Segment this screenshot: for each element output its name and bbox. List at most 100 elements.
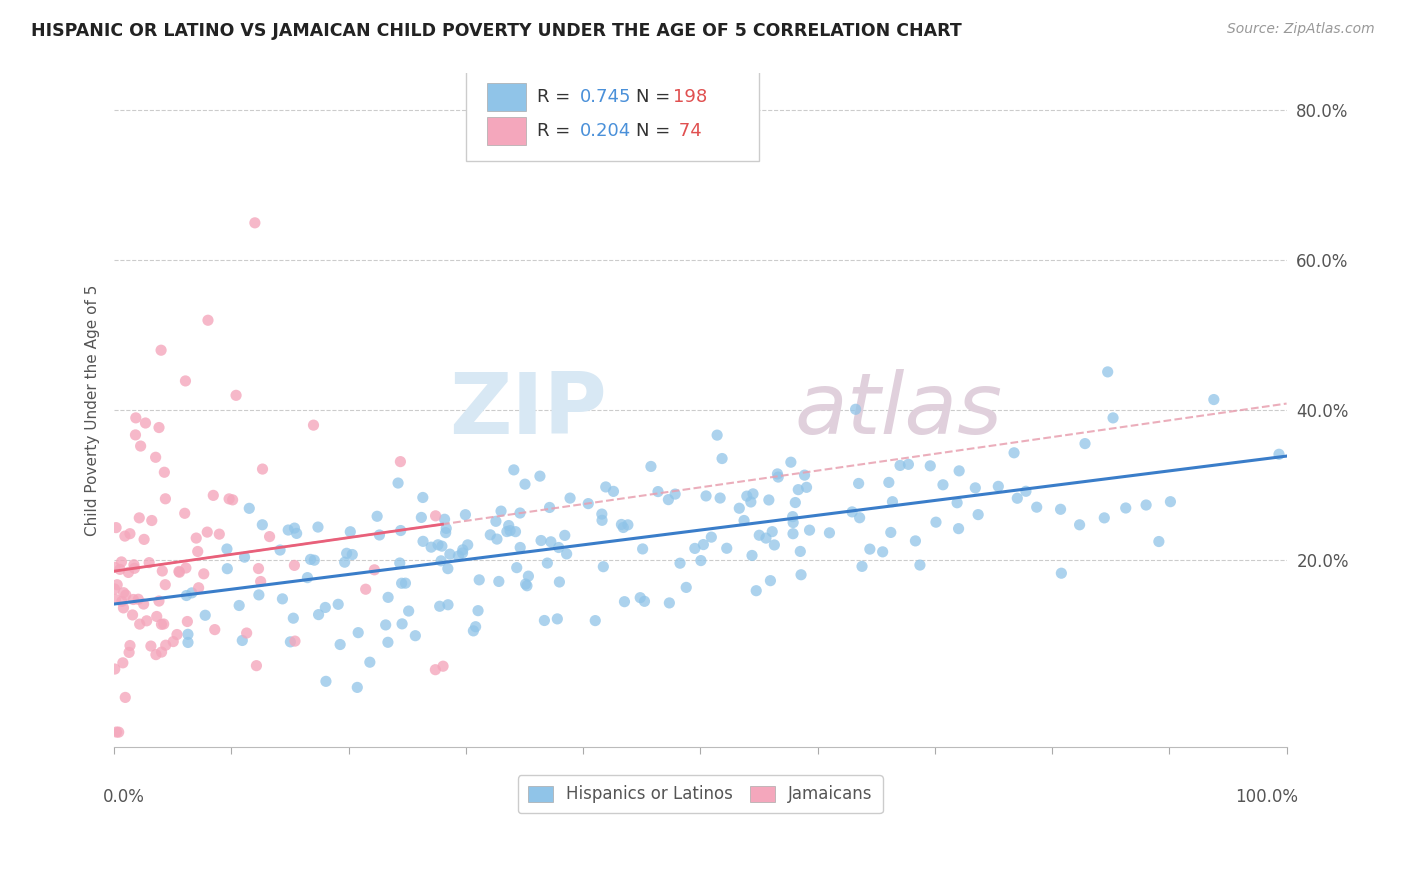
Point [167, 565, 190, 579]
Point [735, 489, 758, 503]
Point [112, 601, 135, 615]
Point [675, 581, 697, 595]
Point [104, 662, 127, 676]
Point [987, 479, 1010, 493]
Point [122, 558, 145, 572]
Point [669, 556, 692, 570]
Point [150, 564, 173, 578]
Point [430, 539, 453, 553]
Point [583, 614, 606, 628]
Point [204, 623, 226, 637]
Point [759, 574, 782, 588]
Point [315, 674, 337, 689]
Point [517, 569, 540, 583]
Point [437, 598, 460, 612]
Point [505, 524, 527, 539]
Point [658, 596, 681, 610]
Point [138, 556, 160, 570]
Point [233, 550, 256, 565]
Point [302, 418, 325, 433]
Point [103, 582, 125, 596]
Point [745, 583, 768, 598]
Point [467, 604, 489, 618]
Point [499, 524, 522, 538]
Point [252, 517, 274, 532]
Point [711, 451, 734, 466]
Point [398, 604, 420, 618]
Point [602, 484, 624, 499]
Point [389, 455, 412, 469]
Point [194, 608, 217, 623]
Point [430, 554, 453, 568]
Point [793, 468, 815, 483]
Point [283, 521, 305, 535]
Point [314, 600, 336, 615]
Point [689, 553, 711, 567]
Point [706, 428, 728, 442]
Point [889, 458, 911, 473]
Point [283, 611, 305, 625]
Point [1115, 501, 1137, 516]
Point [114, 690, 136, 705]
Point [657, 492, 679, 507]
Point [640, 459, 662, 474]
Point [716, 541, 738, 556]
Point [1268, 447, 1291, 461]
Point [782, 526, 804, 541]
Point [506, 560, 529, 574]
Point [728, 501, 751, 516]
Point [1015, 484, 1038, 499]
Point [299, 552, 322, 566]
Point [485, 532, 508, 546]
Text: 0.0%: 0.0% [103, 788, 145, 805]
Point [904, 533, 927, 548]
Point [412, 534, 434, 549]
Text: Source: ZipAtlas.com: Source: ZipAtlas.com [1227, 22, 1375, 37]
Point [733, 514, 755, 528]
Point [145, 450, 167, 465]
Point [111, 656, 134, 670]
Point [389, 524, 412, 538]
Point [374, 618, 396, 632]
Point [269, 543, 291, 558]
Point [132, 597, 155, 611]
Point [787, 483, 810, 497]
Point [965, 481, 987, 495]
Point [488, 574, 510, 589]
Point [758, 492, 780, 507]
Point [554, 528, 576, 542]
Point [228, 599, 250, 613]
Point [595, 480, 617, 494]
Point [925, 515, 948, 529]
Point [763, 538, 786, 552]
Point [187, 581, 209, 595]
Point [169, 566, 191, 580]
Point [766, 470, 789, 484]
Point [307, 520, 329, 534]
Point [155, 491, 177, 506]
Point [742, 487, 765, 501]
Point [259, 530, 281, 544]
Bar [486, 83, 526, 112]
Point [610, 517, 633, 532]
Point [612, 520, 634, 534]
Point [173, 506, 195, 520]
Point [479, 528, 502, 542]
Text: HISPANIC OR LATINO VS JAMAICAN CHILD POVERTY UNDER THE AGE OF 5 CORRELATION CHAR: HISPANIC OR LATINO VS JAMAICAN CHILD POV… [31, 22, 962, 40]
Point [515, 577, 537, 591]
Point [692, 538, 714, 552]
Point [1135, 498, 1157, 512]
Point [238, 501, 260, 516]
Point [489, 504, 512, 518]
Point [104, 592, 127, 607]
Point [107, 725, 129, 739]
Legend: Hispanics or Latinos, Jamaicans: Hispanics or Latinos, Jamaicans [517, 775, 883, 814]
Point [174, 561, 197, 575]
Point [877, 475, 900, 490]
Point [683, 541, 706, 556]
Point [336, 546, 359, 560]
Point [411, 510, 433, 524]
Point [387, 476, 409, 491]
Point [516, 579, 538, 593]
Point [125, 410, 148, 425]
